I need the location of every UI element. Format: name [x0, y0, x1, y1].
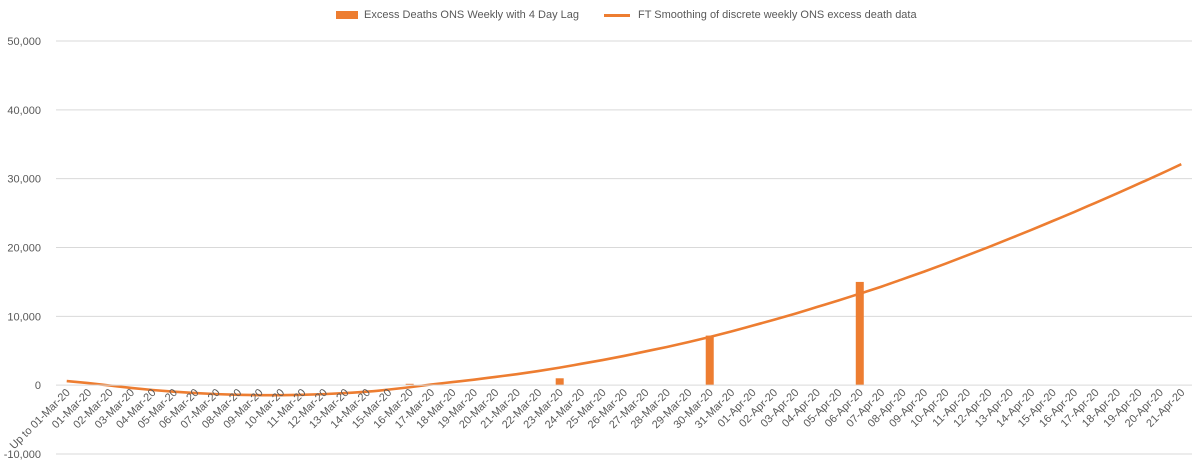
- legend-swatch-bar: [336, 11, 358, 19]
- gridlines: [56, 40, 1192, 455]
- y-tick-label: -10,000: [4, 449, 41, 460]
- y-axis-tick-labels: -10,000 0 10,000 20,000 30,000 40,000 50,000: [4, 36, 41, 460]
- legend: Excess Deaths ONS Weekly with 4 Day Lag …: [0, 9, 1198, 25]
- y-tick-label: 40,000: [7, 105, 41, 117]
- smoothing-line: [66, 163, 1182, 397]
- y-tick-label: 30,000: [7, 174, 41, 186]
- bar: [555, 378, 564, 386]
- y-tick-label: 10,000: [7, 311, 41, 323]
- legend-label-bars: Excess Deaths ONS Weekly with 4 Day Lag: [364, 9, 579, 21]
- x-axis-tick-labels: Up to 01-Mar-2001-Mar-2002-Mar-2003-Mar-…: [8, 387, 1188, 452]
- bar-series: [405, 281, 864, 386]
- legend-item-bars: Excess Deaths ONS Weekly with 4 Day Lag: [336, 9, 579, 21]
- y-tick-label: 0: [35, 380, 41, 392]
- legend-item-line: FT Smoothing of discrete weekly ONS exce…: [604, 9, 917, 21]
- y-tick-label: 20,000: [7, 243, 41, 255]
- legend-swatch-line: [604, 13, 630, 17]
- y-tick-label: 50,000: [7, 36, 41, 48]
- legend-label-line: FT Smoothing of discrete weekly ONS exce…: [638, 9, 917, 21]
- bar: [405, 383, 414, 386]
- bar: [855, 281, 864, 386]
- bar: [705, 335, 714, 386]
